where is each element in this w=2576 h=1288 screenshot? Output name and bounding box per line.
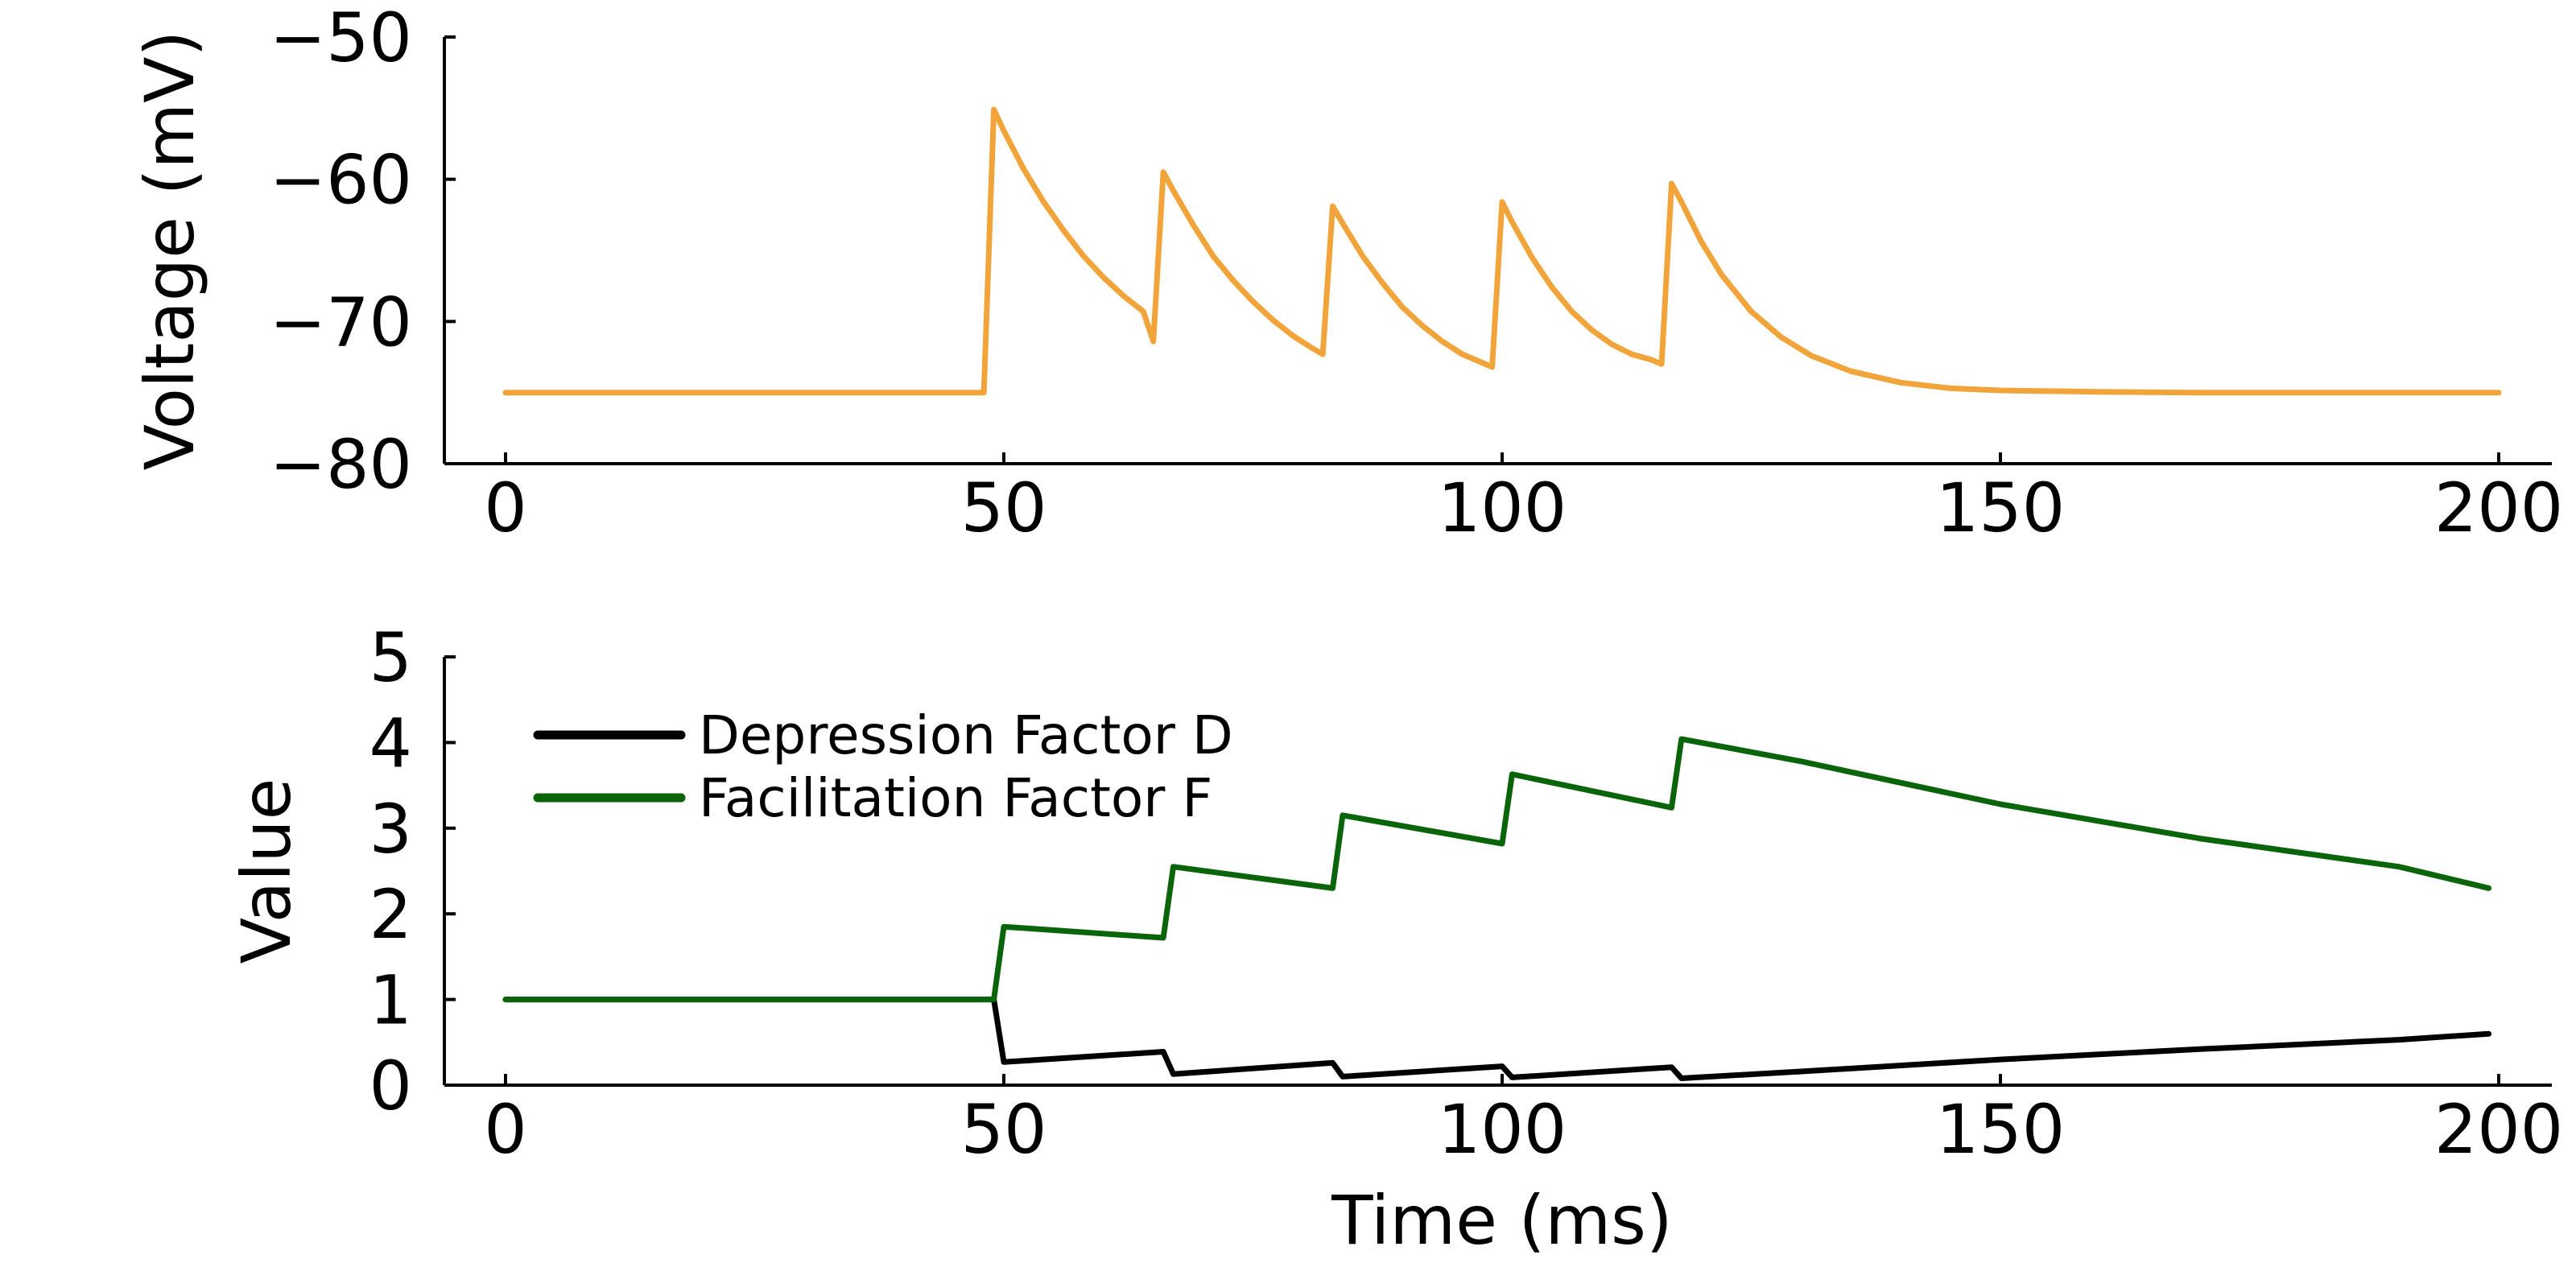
y-tick-label: 5: [369, 618, 412, 697]
y-tick-label: 3: [369, 790, 412, 869]
x-tick-label: 0: [484, 469, 526, 547]
y-tick-label: −80: [270, 425, 412, 504]
legend-label: Facilitation Factor F: [699, 767, 1212, 829]
y-tick-label: 0: [369, 1046, 412, 1125]
x-tick-label: 150: [1936, 469, 2065, 547]
y-tick-label: −60: [270, 141, 412, 220]
x-axis-title: Time (ms): [1331, 1181, 1672, 1260]
depression-factor-d-line: [502, 997, 2492, 1081]
y-tick-label: −70: [270, 283, 412, 361]
x-tick-label: 100: [1438, 469, 1567, 547]
x-tick-label: 100: [1438, 1090, 1567, 1169]
legend-label: Depression Factor D: [699, 704, 1233, 766]
y-tick-label: 1: [369, 961, 412, 1040]
x-tick-label: 0: [484, 1090, 526, 1169]
x-tick-label: 50: [961, 1090, 1047, 1169]
y-tick-label: 2: [369, 875, 412, 954]
y-tick-label: −50: [270, 0, 412, 77]
x-tick-label: 150: [1936, 1090, 2065, 1169]
x-tick-label: 200: [2434, 1090, 2563, 1169]
x-tick-label: 50: [961, 469, 1047, 547]
y-tick-label: 4: [369, 704, 412, 782]
y-axis-title: Value: [227, 778, 306, 964]
x-tick-label: 200: [2434, 469, 2563, 547]
voltage-trace-line: [502, 106, 2502, 396]
facilitation-factor-f-line: [502, 736, 2492, 1003]
y-axis-title: Voltage (mV): [130, 31, 209, 471]
chart-panel-1: 0 50 100 150 200 −80 −70 −60 −50 Voltage (mV): [130, 0, 2563, 547]
